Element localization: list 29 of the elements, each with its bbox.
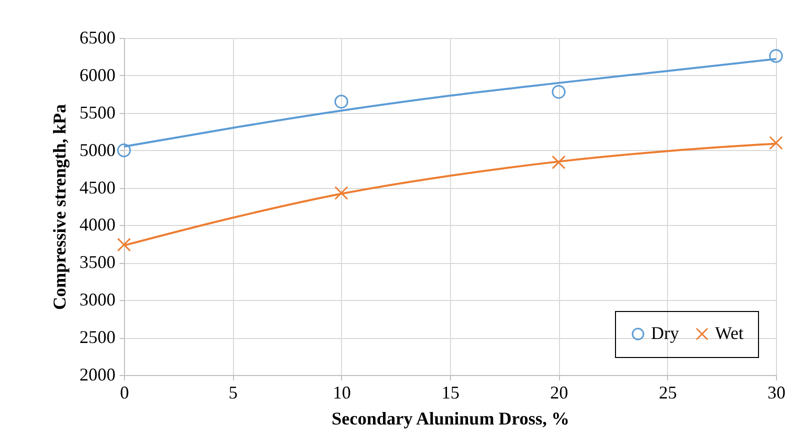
x-tick-label: 10 — [332, 382, 351, 402]
point — [334, 94, 348, 109]
y-tick-label: 2500 — [80, 327, 116, 348]
y-tick-label: 5000 — [80, 140, 116, 160]
x-tick-label: 25 — [658, 382, 677, 402]
y-tick-label: 6000 — [80, 64, 116, 85]
y-axis-title: Compressive strength, kPa — [50, 104, 70, 310]
x-tick-label: 0 — [120, 382, 129, 402]
legend-label: Wet — [715, 323, 744, 343]
y-tick-label: 6500 — [80, 28, 116, 48]
y-tick-label: 2000 — [80, 364, 116, 384]
x-tick-label: 15 — [442, 382, 460, 402]
point — [552, 85, 566, 99]
point — [334, 186, 348, 200]
point — [552, 155, 566, 170]
y-tick-label: 4500 — [80, 177, 116, 198]
x-tick-label: 5 — [228, 382, 238, 402]
y-tick-label: 3500 — [80, 252, 116, 272]
y-tick-label: 3000 — [80, 290, 116, 310]
y-tick-label: 4000 — [80, 214, 116, 235]
x-axis-title: Secondary Aluninum Dross, % — [332, 408, 570, 428]
x-tick-label: 20 — [550, 382, 568, 402]
point — [769, 49, 783, 63]
legend-label: Dry — [651, 323, 679, 343]
x-tick-label: 30 — [768, 382, 786, 402]
point — [117, 143, 131, 158]
y-tick-label: 5500 — [80, 102, 116, 122]
point — [769, 136, 783, 150]
point — [117, 238, 131, 252]
